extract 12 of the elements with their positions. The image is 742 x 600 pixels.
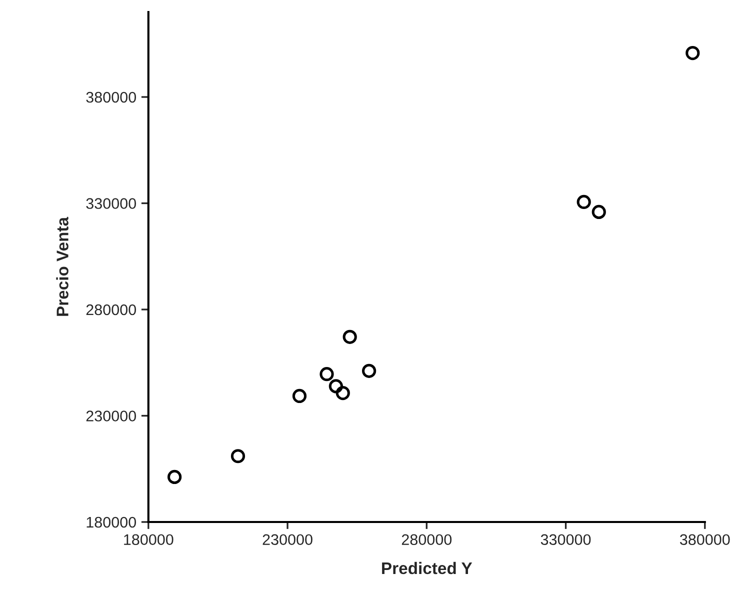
y-tick-label: 380000 xyxy=(86,92,136,103)
x-tick-label: 280000 xyxy=(402,534,452,546)
x-axis-title: Predicted Y xyxy=(382,562,472,574)
y-axis-title: Precio Venta xyxy=(56,216,68,316)
y-tick-label: 280000 xyxy=(86,304,136,316)
x-tick-label: 380000 xyxy=(680,534,730,546)
y-tick-label: 330000 xyxy=(86,198,136,209)
x-tick-label: 180000 xyxy=(124,534,174,546)
y-tick-label: 230000 xyxy=(86,410,136,422)
x-tick-label: 230000 xyxy=(262,534,312,546)
y-tick-label: 180000 xyxy=(86,516,136,528)
x-tick-label: 330000 xyxy=(540,534,591,546)
